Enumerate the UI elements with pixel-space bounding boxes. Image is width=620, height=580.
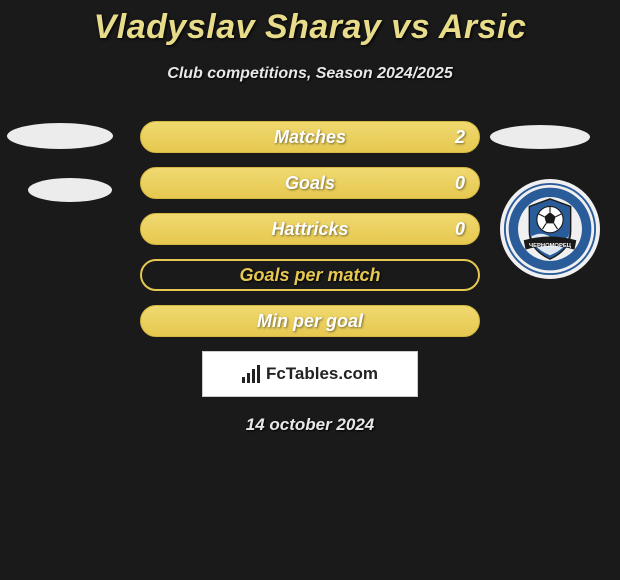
stat-label: Matches [274,127,346,148]
stat-value-right: 2 [455,127,465,148]
stat-value-right: 0 [455,219,465,240]
footer-logo: FcTables.com [202,351,418,397]
stat-bar-matches: Matches 2 [140,121,480,153]
footer-logo-label: FcTables.com [266,364,378,384]
player-left-placeholder-1 [7,123,113,149]
svg-text:ЧЕРНОМОРЕЦ: ЧЕРНОМОРЕЦ [529,243,572,249]
stat-bar-goals-per-match: Goals per match [140,259,480,291]
stat-bar-goals: Goals 0 [140,167,480,199]
stat-label: Hattricks [271,219,348,240]
player-right-placeholder-1 [490,125,590,149]
stat-label: Goals [285,173,335,194]
bar-chart-icon [242,365,260,383]
page-title: Vladyslav Sharay vs Arsic [0,0,620,47]
club-badge: ЧЕРНОМОРЕЦ [500,179,600,279]
stat-value-right: 0 [455,173,465,194]
player-left-placeholder-2 [28,178,112,202]
stat-label: Min per goal [257,311,363,332]
footer-date: 14 october 2024 [0,415,620,435]
subtitle: Club competitions, Season 2024/2025 [0,65,620,83]
stat-bar-min-per-goal: Min per goal [140,305,480,337]
stat-bar-hattricks: Hattricks 0 [140,213,480,245]
stat-label: Goals per match [239,265,380,286]
club-badge-icon: ЧЕРНОМОРЕЦ [503,182,597,276]
footer-logo-text: FcTables.com [242,364,378,384]
